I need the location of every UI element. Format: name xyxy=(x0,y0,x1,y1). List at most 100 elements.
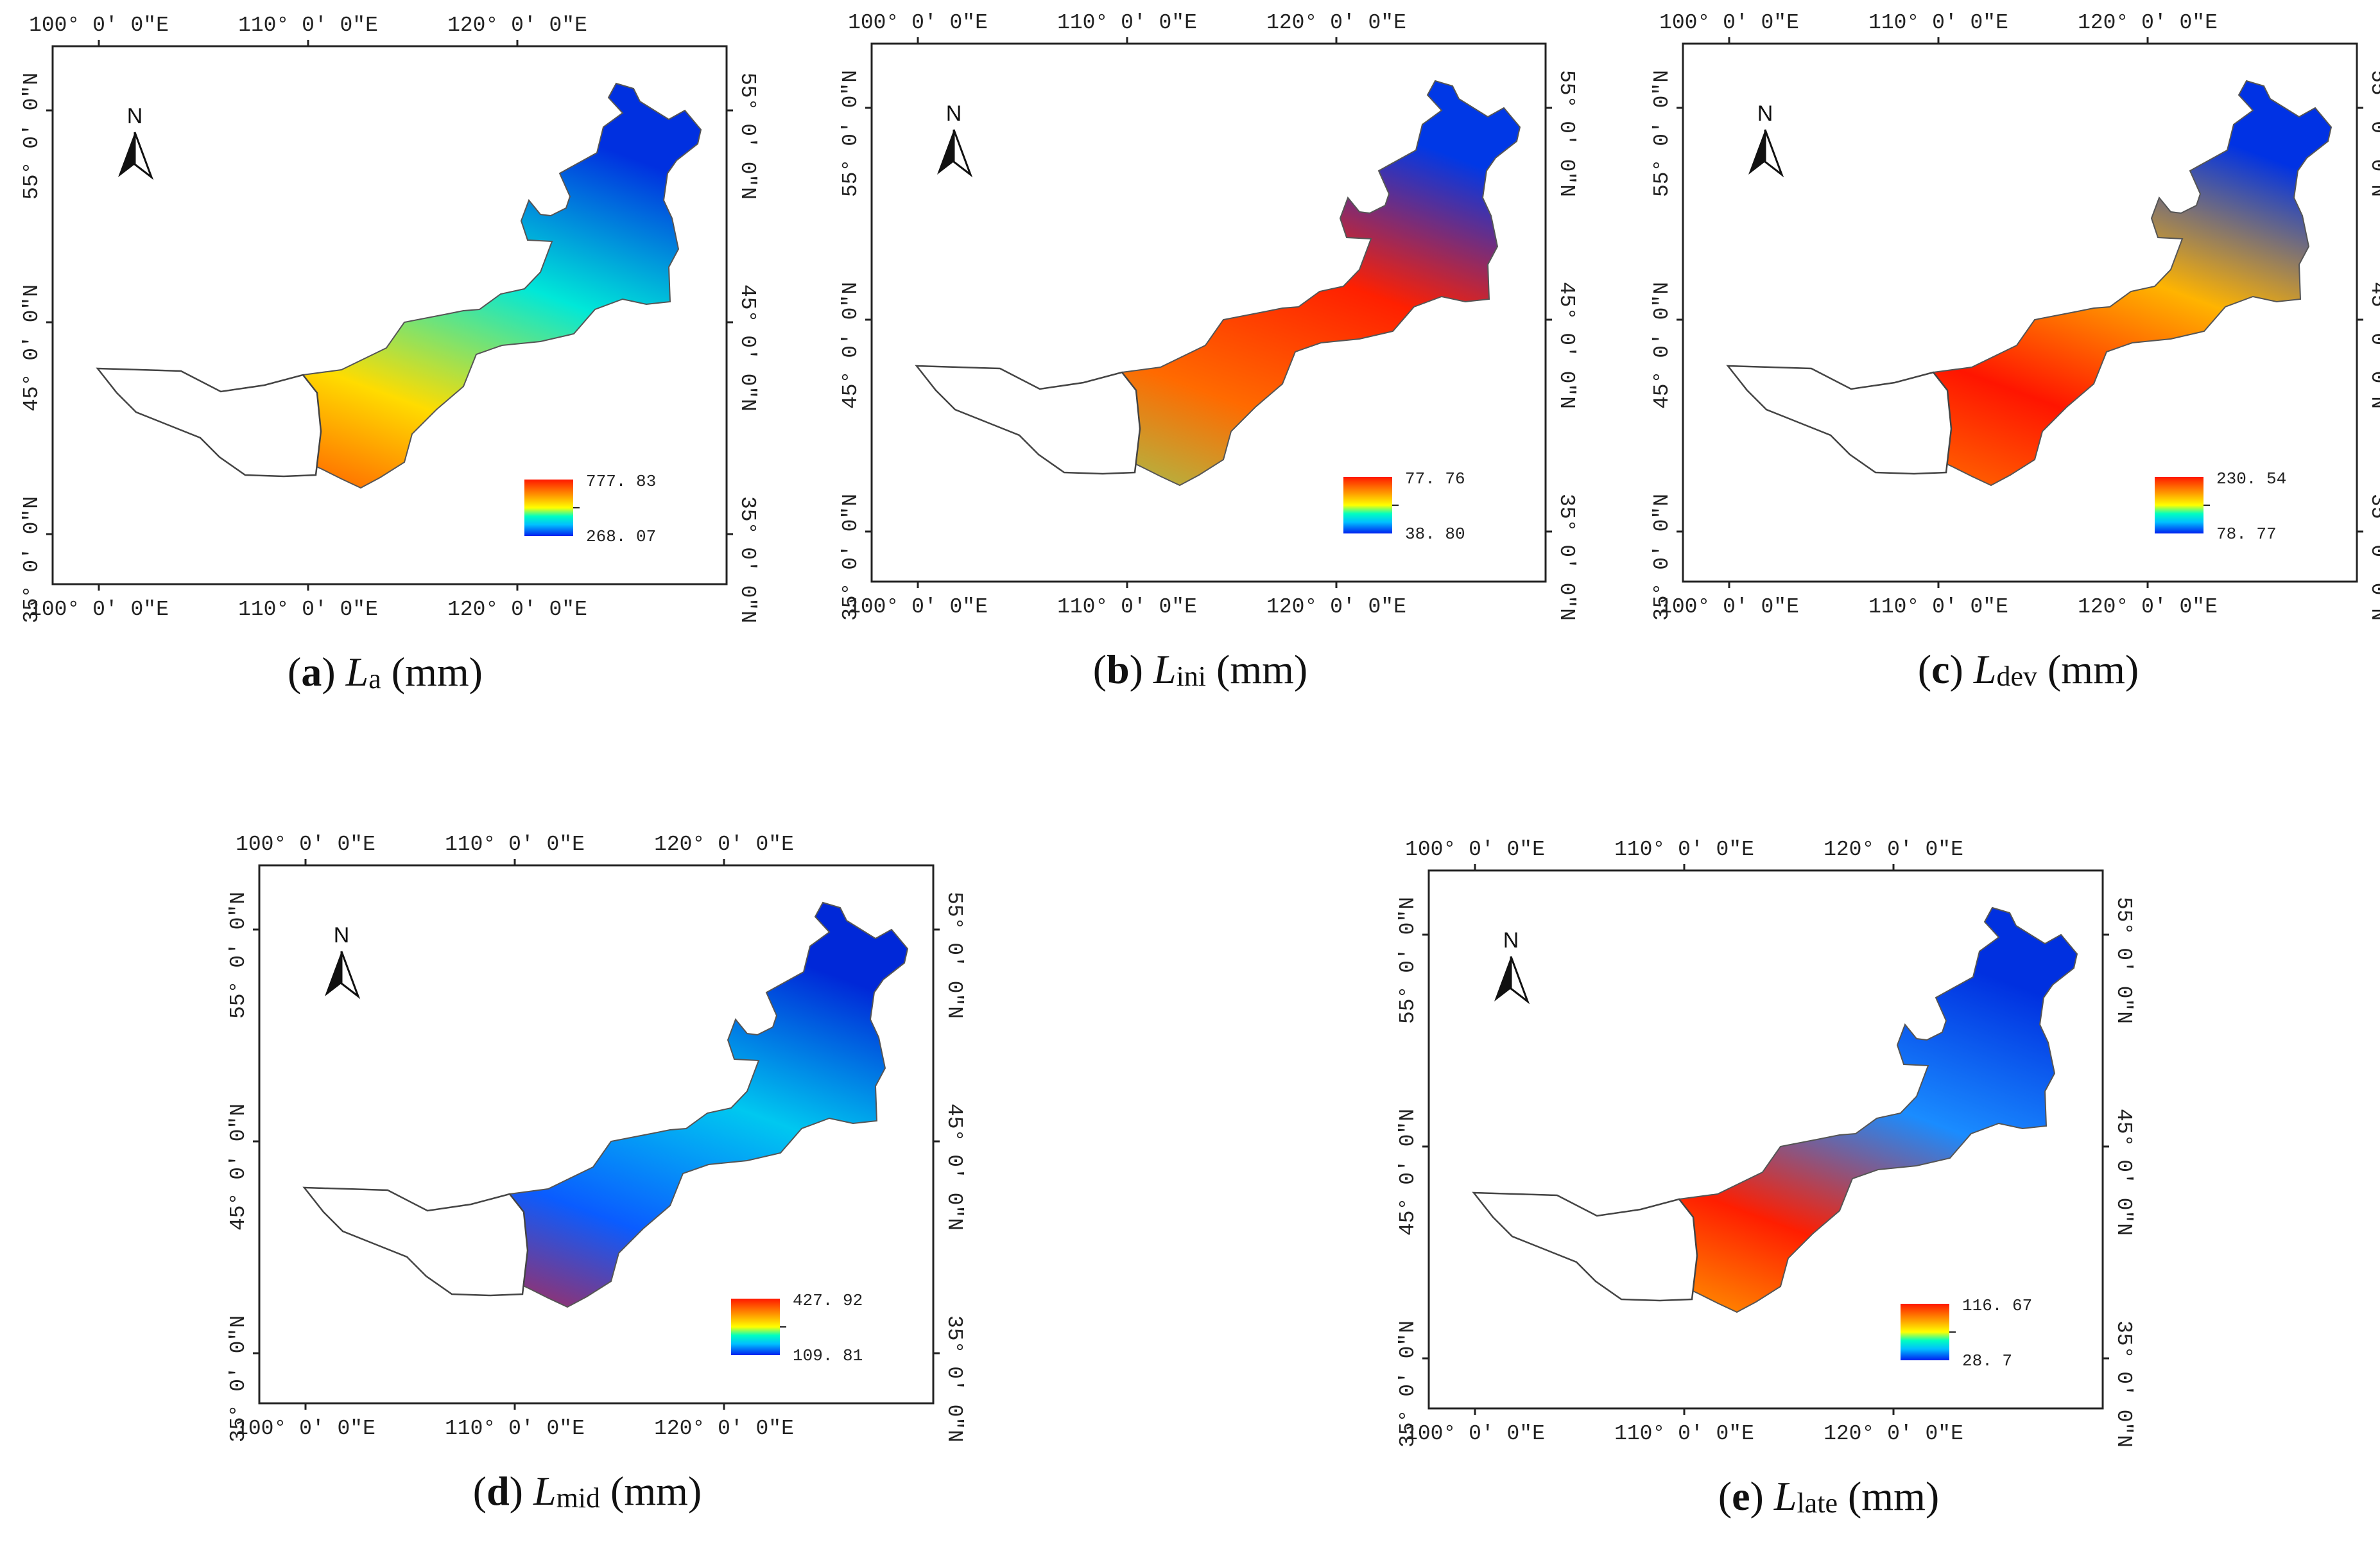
bottom-lon-tick: 100° 0′ 0″E xyxy=(236,1417,375,1441)
panel-caption-b: (b) Lini (mm) xyxy=(1093,646,1307,693)
north-arrow-left xyxy=(1748,130,1765,175)
top-lon-tick: 120° 0′ 0″E xyxy=(447,13,587,37)
top-lon-tick: 110° 0′ 0″E xyxy=(1057,11,1197,35)
caption-letter: c xyxy=(1931,646,1950,692)
north-label: N xyxy=(127,104,143,128)
bottom-lon-tick: 110° 0′ 0″E xyxy=(445,1417,585,1441)
north-label: N xyxy=(946,101,962,126)
left-lat-tick: 55° 0′ 0″N xyxy=(1650,70,1674,197)
caption-open-paren: ( xyxy=(1718,1473,1732,1519)
caption-open-paren: ( xyxy=(472,1468,487,1514)
caption-close-paren: ) xyxy=(322,649,346,695)
legend-max: 777. 83 xyxy=(586,472,656,491)
north-label: N xyxy=(1503,928,1519,953)
north-arrow-icon: N xyxy=(118,104,154,180)
region-shape xyxy=(96,82,702,489)
north-arrow-right xyxy=(1510,956,1530,1005)
region-shape xyxy=(1472,906,2078,1313)
legend-colorbar xyxy=(1901,1304,1949,1360)
map-panel-d: 100° 0′ 0″E 100° 0′ 0″E 110° 0′ 0″E 110° 0′… xyxy=(227,833,966,1442)
right-lat-tick: 45° 0′ 0″N xyxy=(736,284,759,411)
left-lat-tick: 35° 0′ 0″N xyxy=(227,1315,250,1442)
north-label: N xyxy=(1757,101,1773,126)
caption-letter: d xyxy=(487,1468,510,1514)
bottom-lon-tick: 120° 0′ 0″E xyxy=(1266,595,1406,619)
left-lat-tick: 55° 0′ 0″N xyxy=(839,70,863,197)
map-panel-e: 100° 0′ 0″E 100° 0′ 0″E 110° 0′ 0″E 110° 0′… xyxy=(1396,838,2135,1448)
caption-unit: (mm) xyxy=(1837,1473,1940,1519)
map-panel-b: 100° 0′ 0″E 100° 0′ 0″E 110° 0′ 0″E 110° 0′… xyxy=(839,11,1578,621)
top-lon-tick: 110° 0′ 0″E xyxy=(1868,11,2008,35)
caption-subscript: dev xyxy=(1996,661,2037,692)
west-outline xyxy=(915,365,1141,475)
west-outline xyxy=(302,1186,529,1297)
right-lat-tick: 55° 0′ 0″N xyxy=(1555,70,1578,197)
legend-colorbar xyxy=(1343,477,1392,533)
right-lat-tick: 35° 0′ 0″N xyxy=(942,1315,966,1442)
top-lon-tick: 100° 0′ 0″E xyxy=(236,833,375,856)
top-lon-tick: 120° 0′ 0″E xyxy=(2078,11,2218,35)
map-canvas: 100° 0′ 0″E 100° 0′ 0″E 110° 0′ 0″E 110° 0′… xyxy=(839,11,1578,621)
top-lon-tick: 100° 0′ 0″E xyxy=(1405,838,1545,861)
north-arrow-left xyxy=(118,132,135,177)
bottom-lon-tick: 110° 0′ 0″E xyxy=(238,598,378,621)
top-lon-tick: 110° 0′ 0″E xyxy=(445,833,585,856)
caption-subscript: a xyxy=(368,663,381,695)
panel-caption-d: (d) Lmid (mm) xyxy=(473,1467,702,1515)
north-label: N xyxy=(334,923,350,948)
left-lat-tick: 45° 0′ 0″N xyxy=(1396,1109,1420,1236)
bottom-lon-tick: 110° 0′ 0″E xyxy=(1057,595,1197,619)
bottom-lon-tick: 120° 0′ 0″E xyxy=(447,598,587,621)
right-lat-tick: 55° 0′ 0″N xyxy=(2112,897,2135,1024)
right-lat-tick: 55° 0′ 0″N xyxy=(736,73,759,200)
caption-close-paren: ) xyxy=(1129,646,1153,692)
north-arrow-icon: N xyxy=(1494,928,1530,1005)
left-lat-tick: 55° 0′ 0″N xyxy=(1396,897,1420,1024)
panel-caption-c: (c) Ldev (mm) xyxy=(1918,646,2139,693)
legend-colorbar xyxy=(524,480,573,536)
left-lat-tick: 45° 0′ 0″N xyxy=(20,284,44,411)
legend-max: 230. 54 xyxy=(2216,469,2286,489)
top-lon-tick: 110° 0′ 0″E xyxy=(1614,838,1754,861)
map-canvas: 100° 0′ 0″E 100° 0′ 0″E 110° 0′ 0″E 110° 0′… xyxy=(20,13,759,623)
caption-open-paren: ( xyxy=(1917,646,1932,692)
caption-symbol: L xyxy=(1153,646,1177,692)
top-lon-tick: 120° 0′ 0″E xyxy=(654,833,794,856)
north-arrow-left xyxy=(1494,956,1511,1001)
top-lon-tick: 100° 0′ 0″E xyxy=(1659,11,1799,35)
north-arrow-left xyxy=(325,951,341,996)
caption-symbol: L xyxy=(1973,646,1997,692)
legend-colorbar xyxy=(2155,477,2203,533)
map-panel-c: 100° 0′ 0″E 100° 0′ 0″E 110° 0′ 0″E 110° 0′… xyxy=(1650,11,2380,621)
legend-min: 268. 07 xyxy=(586,527,656,546)
caption-unit: (mm) xyxy=(600,1468,702,1514)
caption-open-paren: ( xyxy=(1092,646,1107,692)
region-shape xyxy=(302,901,909,1308)
caption-letter: a xyxy=(301,649,322,695)
caption-unit: (mm) xyxy=(381,649,483,695)
caption-subscript: late xyxy=(1797,1487,1838,1519)
bottom-lon-tick: 100° 0′ 0″E xyxy=(1405,1422,1545,1446)
north-arrow-left xyxy=(937,130,954,175)
caption-symbol: L xyxy=(533,1468,556,1514)
left-lat-tick: 45° 0′ 0″N xyxy=(839,282,863,409)
caption-close-paren: ) xyxy=(509,1468,533,1514)
caption-open-paren: ( xyxy=(288,649,302,695)
bottom-lon-tick: 110° 0′ 0″E xyxy=(1868,595,2008,619)
legend-min: 28. 7 xyxy=(1962,1351,2012,1371)
caption-letter: b xyxy=(1107,646,1130,692)
bottom-lon-tick: 120° 0′ 0″E xyxy=(654,1417,794,1441)
left-lat-tick: 35° 0′ 0″N xyxy=(839,494,863,621)
bottom-lon-tick: 100° 0′ 0″E xyxy=(29,598,169,621)
left-lat-tick: 55° 0′ 0″N xyxy=(227,892,250,1019)
map-canvas: 100° 0′ 0″E 100° 0′ 0″E 110° 0′ 0″E 110° 0′… xyxy=(1396,838,2135,1448)
right-lat-tick: 45° 0′ 0″N xyxy=(942,1104,966,1231)
left-lat-tick: 35° 0′ 0″N xyxy=(1396,1320,1420,1448)
caption-subscript: ini xyxy=(1176,661,1207,692)
right-lat-tick: 35° 0′ 0″N xyxy=(2112,1320,2135,1448)
north-arrow-right xyxy=(340,951,361,1000)
legend-min: 78. 77 xyxy=(2216,524,2277,544)
left-lat-tick: 35° 0′ 0″N xyxy=(1650,494,1674,621)
north-arrow-icon: N xyxy=(1748,101,1784,178)
map-canvas: 100° 0′ 0″E 100° 0′ 0″E 110° 0′ 0″E 110° 0′… xyxy=(227,833,966,1442)
